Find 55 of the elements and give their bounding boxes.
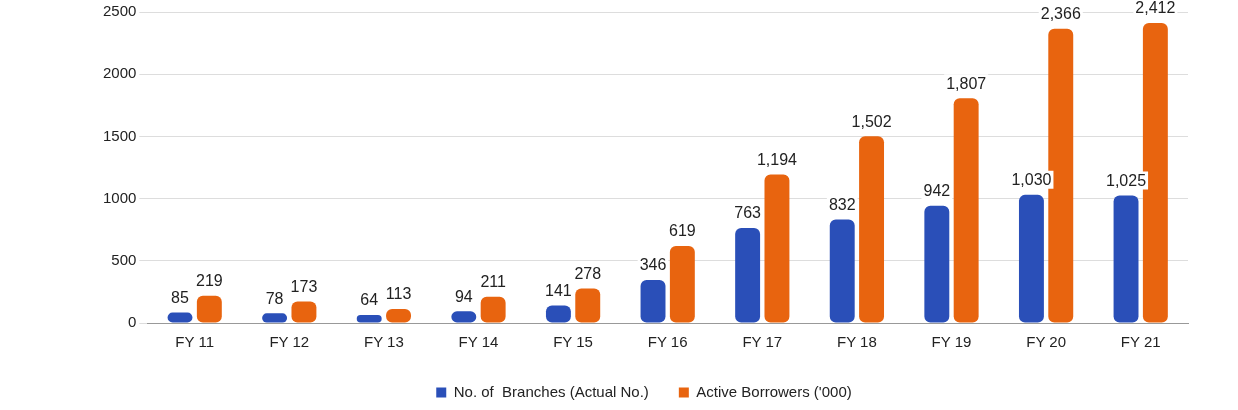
data-label: 85: [171, 288, 190, 306]
x-tick-label: FY 16: [647, 333, 688, 351]
x-tick-label: FY 19: [931, 333, 972, 351]
data-label: 64: [360, 291, 379, 309]
bar: [1113, 195, 1139, 323]
bar: [829, 219, 855, 323]
data-label: 113: [385, 285, 412, 303]
data-label: 619: [669, 222, 696, 240]
data-label: 78: [265, 289, 284, 307]
legend-label: No. of Branches (Actual No.): [453, 382, 649, 400]
bar: [480, 296, 506, 323]
data-label: 173: [290, 277, 318, 295]
y-tick-label: 2000: [102, 64, 137, 82]
x-tick-label: FY 15: [553, 333, 593, 351]
y-tick-label: 2500: [102, 2, 137, 20]
y-tick-label: 1000: [102, 188, 137, 206]
data-label: 942: [923, 182, 951, 200]
bar: [1018, 194, 1044, 323]
data-label: 1,502: [851, 112, 892, 130]
bar: [575, 288, 601, 323]
bar: [291, 301, 317, 323]
bar: [640, 279, 666, 323]
bar: [735, 228, 761, 323]
x-tick-label: FY 18: [837, 333, 877, 351]
bar: [953, 98, 979, 323]
data-label: 278: [574, 264, 602, 282]
bar: [196, 295, 222, 323]
data-label: 1,030: [1011, 171, 1052, 189]
y-tick-label: 500: [111, 250, 137, 268]
x-tick-label: FY 20: [1026, 333, 1066, 351]
bar: [924, 205, 950, 323]
legend-label: Active Borrowers ('000): [696, 382, 852, 400]
bar: [764, 174, 790, 323]
data-label: 141: [545, 281, 572, 299]
data-label: 1,025: [1106, 171, 1147, 189]
data-label: 219: [195, 272, 223, 290]
x-tick-label: FY 14: [458, 333, 499, 351]
data-label: 1,807: [946, 74, 987, 92]
data-label: 346: [639, 256, 667, 274]
data-label: 211: [480, 273, 506, 291]
x-tick-label: FY 21: [1120, 333, 1161, 351]
bar: [669, 246, 695, 323]
y-tick-label: 1500: [102, 126, 137, 144]
data-label: 763: [734, 204, 762, 222]
data-label: 2,412: [1135, 0, 1176, 17]
bar: [859, 136, 885, 323]
x-tick-label: FY 17: [742, 333, 783, 351]
y-tick-label: 0: [128, 313, 137, 331]
data-label: 1,194: [756, 150, 798, 168]
x-tick-label: FY 13: [364, 333, 404, 351]
data-label: 94: [454, 287, 473, 305]
data-label: 832: [828, 195, 856, 213]
data-label: 2,366: [1040, 5, 1081, 23]
x-tick-label: FY 12: [269, 333, 310, 351]
x-tick-label: FY 11: [175, 333, 214, 351]
